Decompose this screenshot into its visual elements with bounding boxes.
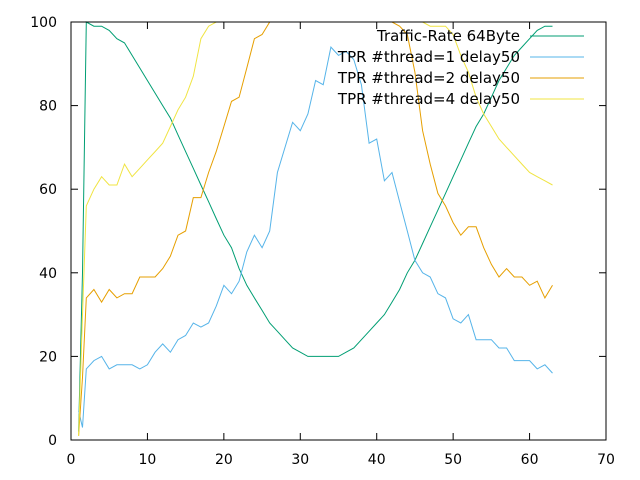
legend-label-3: TPR #thread=2 delay50 bbox=[337, 69, 520, 87]
y-tick-label: 100 bbox=[30, 15, 57, 31]
x-tick-label: 0 bbox=[67, 452, 76, 468]
legend-label-1: Traffic-Rate 64Byte bbox=[376, 27, 520, 45]
x-tick-label: 50 bbox=[444, 452, 462, 468]
y-tick-label: 60 bbox=[39, 182, 57, 198]
legend: Traffic-Rate 64Byte TPR #thread=1 delay50… bbox=[337, 27, 584, 108]
y-tick-label: 40 bbox=[39, 266, 57, 282]
x-tick-label: 70 bbox=[597, 452, 615, 468]
x-tick-label: 20 bbox=[215, 452, 233, 468]
y-tick-label: 80 bbox=[39, 99, 57, 115]
x-tick-label: 30 bbox=[291, 452, 309, 468]
series-line-1 bbox=[78, 21, 553, 432]
plot-border bbox=[70, 21, 607, 441]
legend-label-4: TPR #thread=4 delay50 bbox=[337, 90, 520, 108]
x-tick-label: 60 bbox=[521, 452, 539, 468]
x-tick-label: 40 bbox=[368, 452, 386, 468]
y-tick-label: 0 bbox=[48, 433, 57, 449]
x-tick-label: 10 bbox=[139, 452, 157, 468]
series-line-2 bbox=[78, 46, 553, 428]
y-tick-label: 20 bbox=[39, 349, 57, 365]
legend-label-2: TPR #thread=1 delay50 bbox=[337, 48, 520, 66]
ticks-layer: 0 10 20 30 40 50 60 70 0 20 40 60 80 100 bbox=[30, 15, 615, 468]
